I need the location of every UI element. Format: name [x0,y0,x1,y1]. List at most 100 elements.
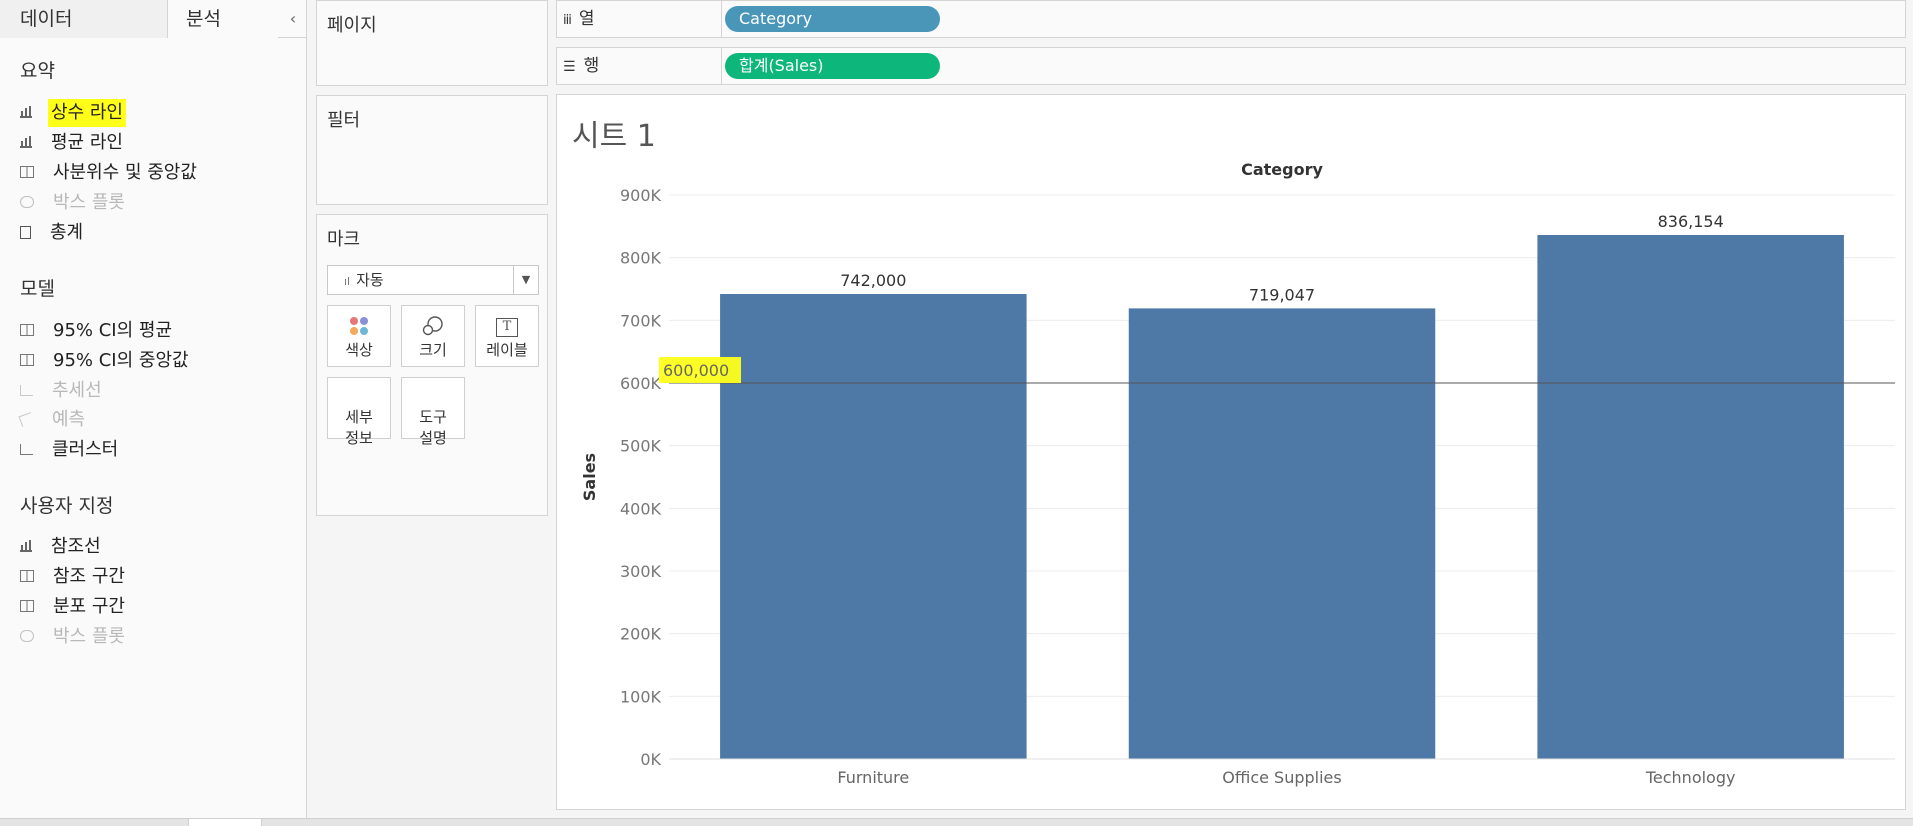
item-mean-ci[interactable]: 95% CI의 평균 [20,317,175,345]
data-label: 719,047 [1249,285,1315,304]
shelf-divider [721,1,722,37]
sheet-tabs-bar [0,818,1913,826]
rows-icon: ☰ [563,59,576,75]
item-label: 평균 라인 [51,132,123,153]
section-title-model: 모델 [20,278,55,300]
size-button[interactable]: 크기 [401,305,465,367]
y-tick-label: 100K [620,687,662,706]
box-icon [20,600,34,612]
item-label: 95% CI의 중앙값 [53,350,189,371]
item-label: 박스 플롯 [53,192,125,213]
data-label: 836,154 [1658,212,1724,231]
sheet-title[interactable]: 시트 1 [572,119,656,154]
item-label: 참조 구간 [53,566,125,587]
box-plot-icon [20,630,34,642]
item-trend-line[interactable]: 추세선 [20,377,105,405]
detail-label: 세부 정보 [345,408,373,447]
columns-label: iii 열 [563,1,594,37]
reference-line-label: 600,000 [663,361,729,380]
item-label: 총계 [50,222,84,243]
rows-label-text: 행 [583,56,600,76]
color-button[interactable]: 색상 [327,305,391,367]
item-totals[interactable]: 총계 [20,219,86,247]
y-tick-label: 500K [620,437,662,456]
y-tick-label: 900K [620,186,662,205]
y-tick-label: 300K [620,562,662,581]
total-icon [20,225,31,239]
section-title-custom: 사용자 지정 [20,495,114,517]
item-constant-line[interactable]: 상수 라인 [20,99,126,127]
color-icon [328,315,390,335]
item-cluster[interactable]: 클러스터 [20,436,121,464]
detail-button[interactable]: 세부 정보 [327,377,391,447]
y-tick-label: 0K [640,750,661,769]
data-label: 742,000 [840,271,906,290]
item-label: 사분위수 및 중앙값 [53,162,197,183]
chevron-down-icon[interactable]: ▼ [513,266,538,294]
item-label: 추세선 [52,380,102,401]
category-pill[interactable]: Category [725,6,940,32]
label-icon-glyph: T [496,318,518,337]
pages-title: 페이지 [327,15,377,36]
item-distribution-band[interactable]: 분포 구간 [20,593,128,621]
item-box-plot[interactable]: 박스 플롯 [20,189,128,217]
columns-shelf[interactable]: iii 열 Category [556,0,1906,38]
marks-title: 마크 [327,229,361,250]
tab-analysis[interactable]: 분석 [168,0,278,38]
rows-label: ☰ 행 [563,48,599,84]
x-tick-label: Technology [1645,768,1736,787]
bar [1128,308,1436,759]
marks-card: 마크 ıl 자동 ▼ 색상 크기 T 레이블 세부 정보 도구 설명 [316,214,548,516]
reference-line-highlight [659,357,741,383]
filters-shelf[interactable]: 필터 [316,95,548,205]
cluster-icon [20,443,33,455]
pages-shelf[interactable]: 페이지 [316,0,548,86]
color-label: 색상 [345,341,373,359]
item-quartiles-median[interactable]: 사분위수 및 중앙값 [20,159,200,187]
forecast-icon [18,411,35,427]
y-tick-label: 600K [620,374,662,393]
y-tick-label: 700K [620,311,662,330]
item-label: 분포 구간 [53,596,125,617]
bar [1537,235,1844,760]
item-reference-band[interactable]: 참조 구간 [20,563,128,591]
y-axis-label: Sales [580,453,599,501]
box-icon [20,570,34,582]
tab-data[interactable]: 데이터 [0,0,168,38]
trend-icon [20,384,33,396]
label-label: 레이블 [486,341,528,359]
item-median-ci[interactable]: 95% CI의 중앙값 [20,347,192,375]
item-average-line[interactable]: 평균 라인 [20,129,126,157]
item-label: 참조선 [51,536,101,557]
box-icon [20,354,34,366]
x-tick-label: Office Supplies [1222,768,1341,787]
rows-shelf[interactable]: ☰ 행 합계(Sales) [556,47,1906,85]
tooltip-button[interactable]: 도구 설명 [401,377,465,447]
sheet-tab[interactable] [188,818,262,826]
box-plot-icon [20,196,34,208]
item-forecast[interactable]: 예측 [18,406,88,434]
mark-type-select[interactable]: ıl 자동 ▼ [327,265,539,295]
y-tick-label: 800K [620,249,662,268]
item-reference-line[interactable]: 참조선 [20,533,104,561]
size-icon [402,315,464,336]
x-tick-label: Furniture [837,768,909,787]
section-title-summary: 요약 [20,60,55,82]
y-tick-label: 400K [620,499,662,518]
label-button[interactable]: T 레이블 [475,305,539,367]
y-tick-label: 200K [620,625,662,644]
box-icon [20,166,34,178]
filters-title: 필터 [327,110,361,131]
bar-chart-icon [20,136,32,148]
bar-chart-icon: ıl [344,275,351,288]
columns-icon: iii [563,13,572,28]
item-label: 클러스터 [52,439,119,460]
tooltip-label: 도구 설명 [419,408,447,447]
item-box-plot-custom[interactable]: 박스 플롯 [20,623,128,651]
label-icon: T [476,315,538,337]
sum-sales-pill[interactable]: 합계(Sales) [725,53,940,79]
collapse-pane-icon[interactable]: ‹ [289,9,297,28]
shelf-divider [721,48,722,84]
item-label: 박스 플롯 [53,626,125,647]
worksheet: 시트 1 Category 0K 100K 200K 300K 400K 500K 600K 7… [556,94,1906,810]
